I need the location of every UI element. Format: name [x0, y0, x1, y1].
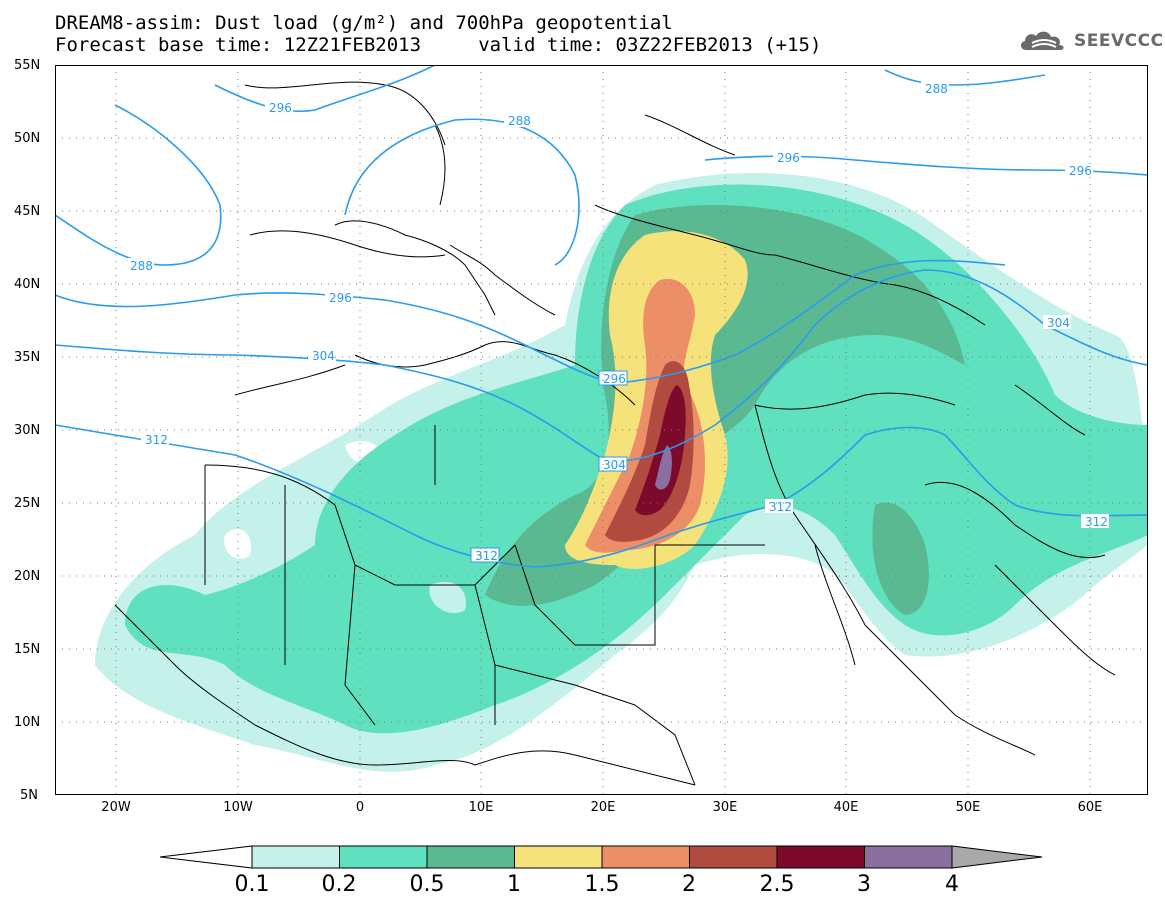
contour-label: 312	[145, 433, 168, 447]
colorbar-label: 0.2	[321, 872, 357, 897]
colorbar-label: 2	[682, 872, 696, 897]
contour-label: 296	[1069, 164, 1092, 178]
lon-label: 50E	[955, 800, 981, 815]
contour-label: 304	[1047, 316, 1070, 330]
colorbar-label: 0.1	[234, 872, 270, 897]
colorbar-cell	[251, 845, 340, 869]
contour-value-labels: 296 288 296 296 288 288 296 304 296 304 …	[126, 81, 1109, 563]
contour-label: 304	[312, 349, 335, 363]
colorbar-cell	[514, 845, 603, 869]
graticule	[55, 65, 1148, 795]
contour-label: 288	[925, 82, 948, 96]
lon-label: 20W	[101, 800, 131, 815]
lat-label: 10N	[14, 715, 41, 730]
lat-label: 55N	[14, 58, 41, 73]
lon-label: 30E	[712, 800, 738, 815]
colorbar-label: 2.5	[759, 872, 795, 897]
dust-band-3	[655, 445, 672, 490]
colorbar-cell	[776, 845, 865, 869]
lat-label: 30N	[14, 423, 41, 438]
lon-label: 10W	[223, 800, 253, 815]
dust-field	[95, 173, 1148, 772]
colorbar-cell	[601, 845, 690, 869]
colorbar-cell	[426, 845, 515, 869]
colorbar-arrow-low	[160, 845, 253, 869]
colorbar-cell	[864, 845, 953, 869]
colorbar-label: 4	[945, 872, 959, 897]
logo-text: SEEVCCC	[1074, 31, 1164, 51]
lat-label: 20N	[14, 569, 41, 584]
lat-label: 45N	[14, 204, 41, 219]
contour-label: 296	[329, 291, 352, 305]
colorbar-arrow-high	[951, 845, 1043, 869]
colorbar-cell	[339, 845, 428, 869]
contour-label: 296	[777, 151, 800, 165]
lat-label: 15N	[14, 642, 41, 657]
colorbar-label: 1.5	[584, 872, 620, 897]
lon-label: 60E	[1077, 800, 1103, 815]
lat-label: 50N	[14, 131, 41, 146]
colorbar-cell	[689, 845, 778, 869]
contour-label: 312	[1085, 515, 1108, 529]
contour-label: 312	[769, 500, 792, 514]
lon-label: 20E	[590, 800, 616, 815]
lon-label: 40E	[833, 800, 859, 815]
lat-label: 25N	[14, 496, 41, 511]
contour-label: 312	[475, 549, 498, 563]
lon-label: 10E	[468, 800, 494, 815]
contour-label: 304	[603, 458, 626, 472]
dust-band-2.5	[635, 385, 686, 516]
contour-label: 296	[603, 372, 626, 386]
contour-label: 288	[130, 259, 153, 273]
colorbar-label: 3	[857, 872, 871, 897]
lat-label: 40N	[14, 277, 41, 292]
seevccc-logo: SEEVCCC	[1018, 28, 1164, 54]
map-title-line-2: Forecast base time: 12Z21FEB2013 valid t…	[55, 34, 822, 56]
lon-label: 0	[355, 800, 365, 815]
colorbar-label: 0.5	[409, 872, 445, 897]
colorbar	[160, 845, 1043, 869]
cloud-icon	[1020, 31, 1064, 50]
lat-label: 5N	[20, 788, 38, 803]
dust-band-0.5-east	[872, 502, 929, 615]
contour-label: 296	[269, 101, 292, 115]
map-title-line-1: DREAM8-assim: Dust load (g/m²) and 700hP…	[55, 12, 673, 34]
country-borders	[114, 81, 1116, 786]
contour-label: 288	[508, 114, 531, 128]
dust-load-map: 296 288 296 296 288 288 296 304 296 304 …	[55, 65, 1148, 795]
colorbar-label: 1	[507, 872, 521, 897]
lat-label: 35N	[14, 350, 41, 365]
